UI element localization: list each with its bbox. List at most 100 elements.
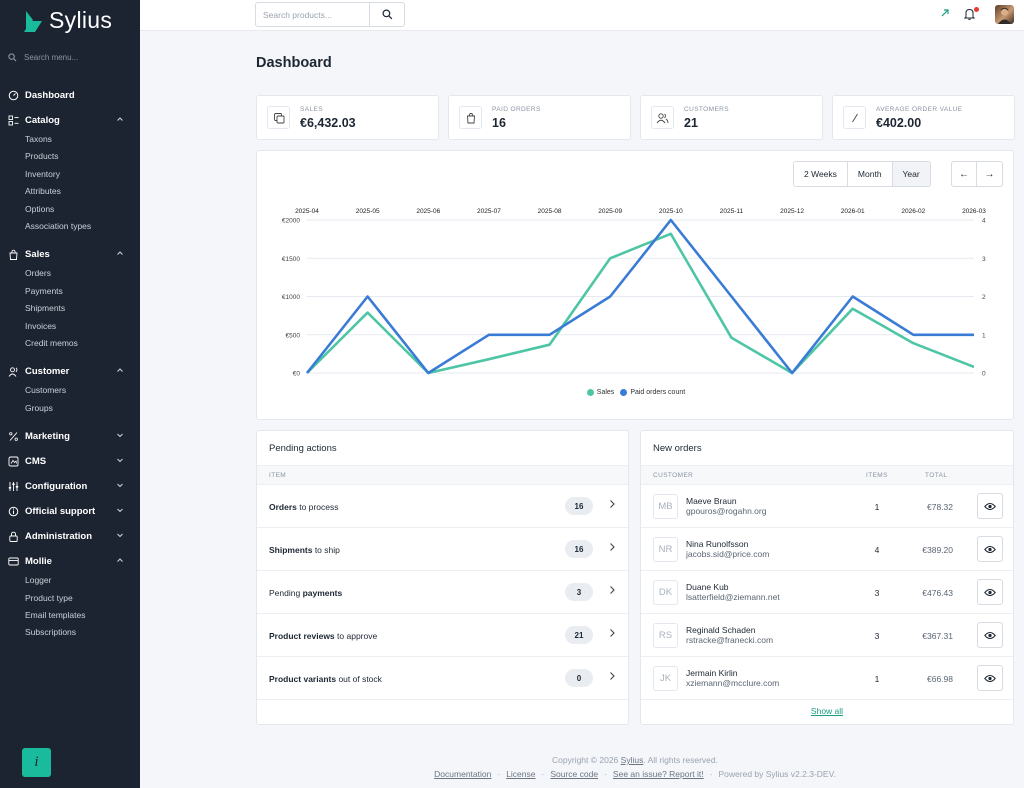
sidebar-subitem-taxons[interactable]: Taxons	[25, 134, 52, 144]
range-2-weeks-button[interactable]: 2 Weeks	[794, 162, 848, 186]
sidebar-subitem-invoices[interactable]: Invoices	[25, 320, 57, 331]
sidebar-subitem-options[interactable]: Options	[25, 203, 55, 214]
brand-name: Sylius	[49, 7, 113, 33]
sidebar-item-cms[interactable]: CMS	[8, 453, 134, 469]
bell-icon[interactable]	[964, 8, 975, 20]
column-items: Items	[866, 472, 888, 479]
pending-action-row[interactable]: Pending payments 3	[257, 571, 628, 614]
eye-icon	[984, 545, 996, 553]
eye-icon	[984, 502, 996, 510]
sidebar-subitem-inventory[interactable]: Inventory	[25, 168, 60, 179]
legend-item-sales[interactable]: Sales	[586, 389, 614, 396]
chevron-right-icon[interactable]	[608, 628, 616, 641]
sidebar-subitem-products[interactable]: Products	[25, 151, 59, 162]
chevron-right-icon[interactable]	[608, 585, 616, 598]
pending-action-row[interactable]: Shipments to ship 16	[257, 528, 628, 571]
menu-search[interactable]: Search menu...	[8, 53, 78, 62]
sidebar-item-configuration[interactable]: Configuration	[8, 478, 134, 494]
count-badge: 21	[565, 626, 593, 644]
view-order-button[interactable]	[977, 665, 1003, 691]
customer-name: Reginald Schaden	[686, 625, 756, 635]
pending-action-row[interactable]: Orders to process 16	[257, 485, 628, 528]
y-left-tick-label: €0	[293, 371, 301, 378]
product-search	[255, 2, 405, 27]
y-right-tick-label: 2	[982, 294, 986, 301]
sidebar-subitem-logger[interactable]: Logger	[25, 575, 52, 586]
product-search-input[interactable]	[256, 3, 369, 26]
label-prefix: Pending	[269, 588, 303, 598]
label-rest: to process	[296, 502, 339, 512]
sidebar-item-official-support[interactable]: Official support	[8, 503, 134, 519]
sylius-logo-icon	[24, 10, 42, 32]
view-order-button[interactable]	[977, 579, 1003, 605]
sidebar-subitem-payments[interactable]: Payments	[25, 285, 63, 296]
sidebar-subitem-attributes[interactable]: Attributes	[25, 186, 61, 197]
stat-label: Average order value	[876, 106, 963, 113]
label-rest: to approve	[334, 631, 378, 641]
user-avatar[interactable]	[995, 5, 1014, 24]
sidebar-item-dashboard[interactable]: Dashboard	[8, 87, 134, 103]
sidebar-subitem-product-type[interactable]: Product type	[25, 592, 73, 603]
column-item: Item	[269, 472, 287, 479]
range-year-button[interactable]: Year	[892, 162, 930, 186]
logo[interactable]: Sylius	[22, 7, 112, 34]
pending-action-row[interactable]: Product reviews to approve 21	[257, 614, 628, 657]
source-code-link[interactable]: Source code	[550, 769, 599, 779]
info-button[interactable]: i	[22, 748, 51, 777]
sidebar-subitem-shipments[interactable]: Shipments	[25, 303, 66, 314]
user-photo-icon	[998, 7, 1011, 24]
label-rest: out of stock	[336, 674, 382, 684]
view-order-button[interactable]	[977, 493, 1003, 519]
chevron-right-icon[interactable]	[608, 671, 616, 684]
sidebar-subitem-customers[interactable]: Customers	[25, 385, 67, 396]
sidebar-item-mollie[interactable]: Mollie	[8, 553, 134, 569]
sidebar-subitem-email-templates[interactable]: Email templates	[25, 610, 86, 620]
new-orders-panel: New orders Customer Items Total MB Maeve …	[640, 430, 1014, 725]
sidebar-item-customer[interactable]: Customer	[8, 363, 134, 379]
pending-action-label: Shipments to ship	[269, 545, 340, 555]
stat-label: Customers	[684, 106, 730, 113]
pending-action-row[interactable]: Product variants out of stock 0	[257, 657, 628, 700]
documentation-link[interactable]: Documentation	[434, 769, 492, 779]
license-link[interactable]: License	[506, 769, 536, 779]
sidebar-item-label: Mollie	[25, 555, 52, 567]
sidebar-item-marketing[interactable]: Marketing	[8, 428, 134, 444]
external-link-icon[interactable]	[940, 8, 950, 18]
series-line-paid-orders-count	[305, 218, 974, 375]
separator: ·	[709, 769, 713, 779]
previous-period-button[interactable]: ←	[952, 162, 977, 186]
sidebar-subitem-orders[interactable]: Orders	[25, 268, 51, 279]
chevron-right-icon[interactable]	[608, 499, 616, 512]
view-order-button[interactable]	[977, 622, 1003, 648]
show-all-orders-link[interactable]: Show all	[810, 706, 844, 716]
separator: ·	[604, 769, 607, 779]
sidebar-item-administration[interactable]: Administration	[8, 528, 134, 544]
sidebar-subitem-credit-memos[interactable]: Credit memos	[25, 338, 78, 348]
label-strong: Product variants	[269, 674, 337, 684]
stat-card-average-order-value: Average order value €402.00	[832, 95, 1015, 140]
sidebar-item-catalog[interactable]: Catalog	[8, 112, 134, 128]
chevron-up-icon	[116, 366, 124, 376]
sidebar-item-sales[interactable]: Sales	[8, 246, 134, 262]
next-period-button[interactable]: →	[977, 162, 1002, 186]
sidebar-subitem-association-types[interactable]: Association types	[25, 221, 92, 231]
chevron-right-icon[interactable]	[608, 542, 616, 555]
product-search-button[interactable]	[369, 3, 404, 26]
y-right-tick-label: 3	[982, 256, 986, 263]
stat-card-paid-orders: Paid orders 16	[448, 95, 631, 140]
footer-links: Documentation · License · Source code · See an…	[256, 769, 1014, 779]
report-issue-link[interactable]: See an issue? Report it!	[612, 769, 704, 779]
legend-item-paid-orders[interactable]: Paid orders count	[620, 389, 685, 396]
view-order-button[interactable]	[977, 536, 1003, 562]
range-month-button[interactable]: Month	[847, 162, 893, 186]
sidebar-subitem-subscriptions[interactable]: Subscriptions	[25, 627, 77, 638]
count-badge: 16	[565, 540, 593, 558]
chevron-down-icon	[116, 506, 124, 516]
sidebar-subitem-groups[interactable]: Groups	[25, 402, 53, 413]
order-items-count: 3	[874, 631, 880, 641]
sylius-link[interactable]: Sylius	[620, 755, 644, 765]
sales-chart-card: 2 Weeks Month Year ← → €0 €500 €1000 €1500 €…	[256, 150, 1014, 420]
lock-icon	[8, 531, 19, 542]
customer-name: Maeve Braun	[686, 496, 737, 506]
chevron-down-icon	[116, 531, 124, 541]
